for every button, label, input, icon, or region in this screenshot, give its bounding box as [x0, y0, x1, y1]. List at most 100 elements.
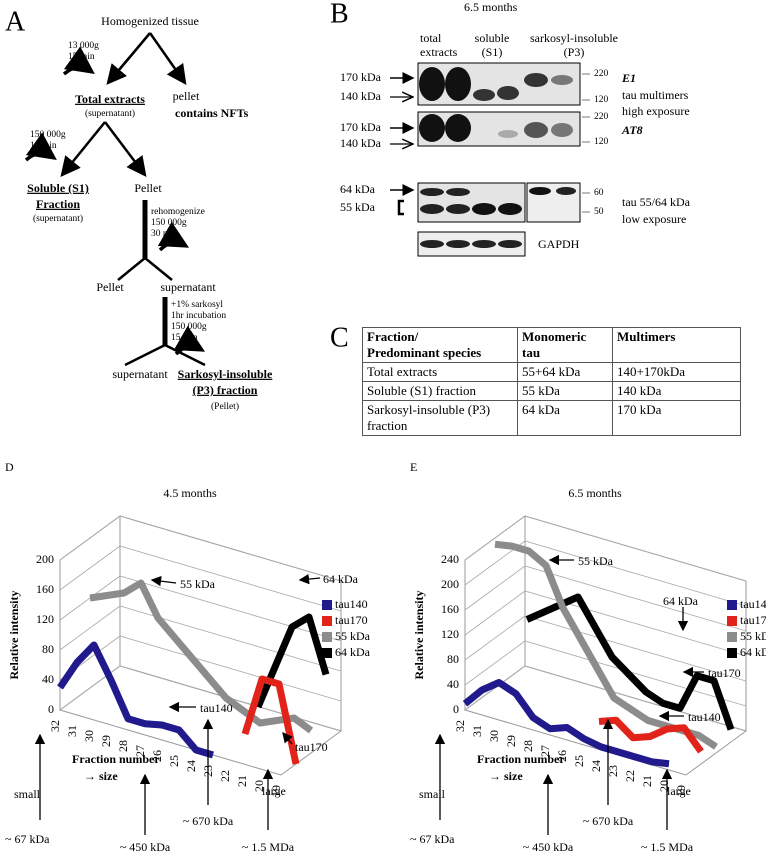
flow-step: 150 000g	[171, 322, 207, 332]
y-tick-label: 80	[42, 642, 54, 656]
spin-icon	[62, 46, 95, 76]
x-axis-end-label: large	[667, 784, 691, 798]
x-tick-label: 27	[538, 745, 552, 757]
y-axis-label: Relative intensity	[7, 591, 21, 680]
flow-step: 150 000g	[151, 218, 187, 228]
size-marker: ~ 1.5 MDa	[242, 840, 295, 853]
x-tick-label: 29	[99, 735, 113, 747]
flow-node: (P3) fraction	[193, 383, 258, 397]
flow-node: Homogenized tissue	[101, 14, 199, 28]
size-marker: ~ 450 kDa	[120, 840, 171, 853]
x-axis-label: → size	[489, 769, 523, 783]
size-marker: ~ 670 kDa	[583, 814, 634, 828]
lane-header: (S1)	[482, 45, 503, 59]
legend-swatch	[727, 632, 737, 642]
header-text: Predominant species	[367, 345, 482, 360]
x-tick-label: 30	[82, 730, 96, 742]
grid-line	[464, 540, 747, 607]
lane-header: total	[420, 31, 442, 45]
legend-label: tau170	[740, 613, 766, 627]
legend-swatch	[727, 648, 737, 658]
legend-label: tau170	[335, 613, 368, 627]
cell: 170 kDa	[612, 400, 741, 436]
flow-note: (supernatant)	[85, 108, 135, 119]
y-tick-label: 200	[36, 552, 54, 566]
series-line	[598, 716, 704, 754]
legend-swatch	[727, 616, 737, 626]
x-tick-label: 19	[674, 785, 688, 797]
y-tick-label: 240	[441, 552, 459, 566]
flow-step: +1% sarkosyl	[171, 300, 223, 310]
annotation: tau140	[688, 710, 721, 724]
y-tick-label: 120	[441, 627, 459, 641]
grid-line	[59, 665, 342, 732]
cell: Sarkosyl-insoluble (P3) fraction	[362, 400, 518, 436]
x-tick-label: 31	[470, 725, 484, 737]
annotation: 55 kDa	[180, 577, 216, 591]
x-axis-end-label: large	[262, 784, 286, 798]
x-tick-label: 21	[640, 775, 654, 787]
x-tick-label: 32	[48, 720, 62, 732]
flow-arrow	[104, 121, 147, 177]
grid-line	[464, 640, 747, 707]
legend-label: tau140	[335, 597, 368, 611]
size-marker: ~ 450 kDa	[523, 840, 574, 853]
chart-title: 4.5 months	[163, 486, 217, 500]
blot-label: tau multimers	[622, 88, 689, 102]
flow-node: Pellet	[96, 280, 124, 294]
spin-icon	[157, 221, 190, 252]
lane-header: (P3)	[564, 45, 585, 59]
annotation: tau170	[295, 740, 328, 754]
flow-node: Pellet	[134, 181, 162, 195]
table-row: Sarkosyl-insoluble (P3) fraction 64 kDa 17…	[362, 400, 741, 436]
y-tick-label: 0	[453, 702, 459, 716]
flow-split	[117, 257, 173, 281]
grid-line	[59, 515, 342, 582]
x-tick-label: 22	[218, 770, 232, 782]
header-text: Fraction/	[367, 329, 419, 344]
flow-step: 150 000g	[30, 130, 66, 140]
blot-label: E1	[621, 71, 636, 85]
size-marker: ~ 67 kDa	[5, 832, 50, 846]
flow-split	[124, 343, 206, 367]
header-cell: Fraction/Predominant species	[362, 327, 518, 363]
panel-label: A	[5, 6, 26, 37]
spin-icon	[173, 325, 206, 356]
panel-label: D	[5, 460, 14, 474]
annotation-arrow	[150, 575, 177, 587]
y-axis-label: Relative intensity	[412, 591, 426, 680]
blot-label: AT8	[621, 123, 643, 137]
flow-arrow	[107, 32, 185, 83]
x-tick-label: 30	[487, 730, 501, 742]
band-label: 170 kDa	[340, 70, 382, 84]
x-tick-label: 27	[133, 745, 147, 757]
x-tick-label: 32	[453, 720, 467, 732]
cell: 55 kDa	[517, 381, 613, 401]
y-tick-label: 40	[447, 677, 459, 691]
flow-step: 1hr incubation	[171, 311, 226, 321]
cell: Total extracts	[362, 362, 518, 382]
grid-line	[59, 575, 342, 642]
y-tick-label: 200	[441, 577, 459, 591]
x-tick-label: 28	[521, 740, 535, 752]
grid-line	[464, 565, 747, 632]
legend-label: 64 kDa	[740, 645, 766, 659]
y-tick-label: 0	[48, 702, 54, 716]
header-cell: Multimers	[612, 327, 741, 363]
flow-node: Fraction	[36, 197, 80, 211]
band-label: 170 kDa	[340, 120, 382, 134]
annotation: 64 kDa	[323, 572, 359, 586]
flow-step: rehomogenize	[151, 207, 205, 217]
blot-label: low exposure	[622, 212, 686, 226]
y-tick-label: 80	[447, 652, 459, 666]
cell: 55+64 kDa	[517, 362, 613, 382]
annotation: tau170	[708, 666, 741, 680]
legend-label: tau140	[740, 597, 766, 611]
grid-line	[59, 545, 342, 612]
flow-node: pellet	[173, 89, 200, 103]
ladder-label: 120	[594, 95, 609, 105]
legend-label: 55 kDa	[335, 629, 371, 643]
header-text: tau	[522, 345, 541, 360]
